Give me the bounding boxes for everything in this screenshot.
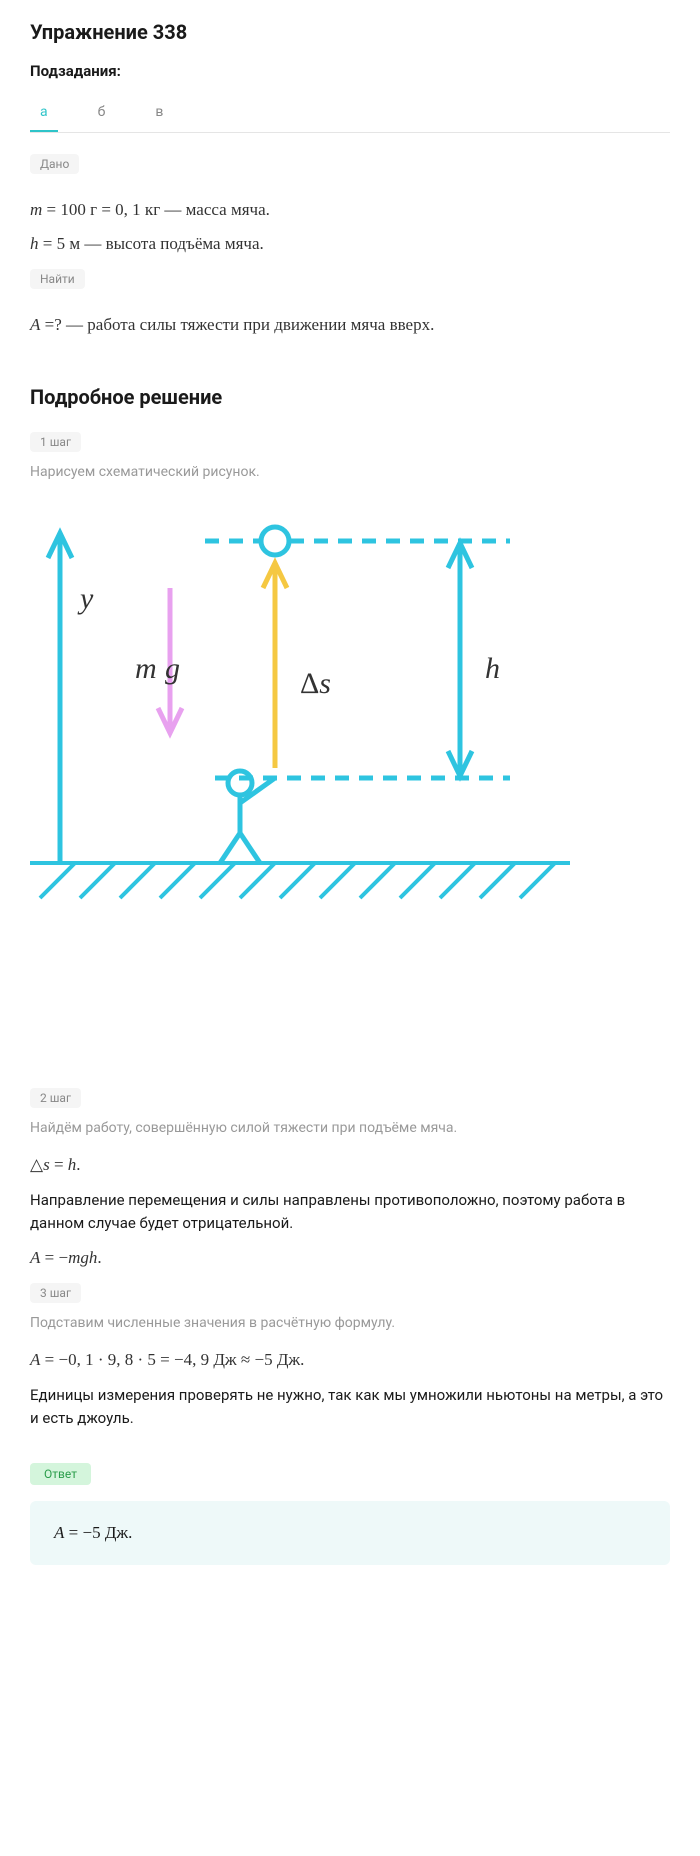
- find-line: A =? — работа силы тяжести при движении …: [30, 315, 670, 335]
- step2-formula1: △s = h.: [30, 1155, 670, 1175]
- step3-text1: Единицы измерения проверять не нужно, та…: [30, 1384, 670, 1429]
- tabs-container: а б в: [30, 100, 670, 133]
- answer-badge: Ответ: [30, 1463, 91, 1485]
- answer-box: A = −5 Дж.: [30, 1501, 670, 1565]
- subtasks-label: Подзадания:: [30, 62, 670, 80]
- step-intro-2: Найдём работу, совершённую силой тяжести…: [30, 1118, 670, 1139]
- find-badge: Найти: [30, 269, 85, 289]
- given-line-2: h = 5 м — высота подъёма мяча.: [30, 234, 670, 254]
- given-badge: Дано: [30, 154, 79, 174]
- tab-a[interactable]: а: [30, 100, 58, 132]
- svg-text:h: h: [485, 652, 500, 685]
- svg-text:y: y: [77, 582, 94, 615]
- step-badge-1: 1 шаг: [30, 432, 81, 452]
- step-badge-2: 2 шаг: [30, 1088, 81, 1108]
- solution-title: Подробное решение: [30, 385, 670, 409]
- svg-text:m: m: [135, 652, 157, 685]
- svg-text:Δs: Δs: [300, 667, 331, 700]
- given-line-1: m = 100 г = 0, 1 кг — масса мяча.: [30, 200, 670, 220]
- svg-text:g⃗: g⃗: [165, 652, 203, 685]
- physics-diagram: y m g⃗ Δs h: [30, 503, 670, 927]
- tab-b[interactable]: б: [88, 100, 116, 132]
- step-badge-3: 3 шаг: [30, 1283, 81, 1303]
- step2-text1: Направление перемещения и силы направлен…: [30, 1189, 670, 1234]
- step2-formula2: A = −mgh.: [30, 1248, 670, 1268]
- step3-formula1: A = −0, 1 · 9, 8 · 5 = −4, 9 Дж ≈ −5 Дж.: [30, 1350, 670, 1370]
- exercise-title: Упражнение 338: [30, 20, 670, 44]
- tab-v[interactable]: в: [145, 100, 173, 132]
- step-intro-1: Нарисуем схематический рисунок.: [30, 462, 670, 483]
- step-intro-3: Подставим численные значения в расчётную…: [30, 1313, 670, 1334]
